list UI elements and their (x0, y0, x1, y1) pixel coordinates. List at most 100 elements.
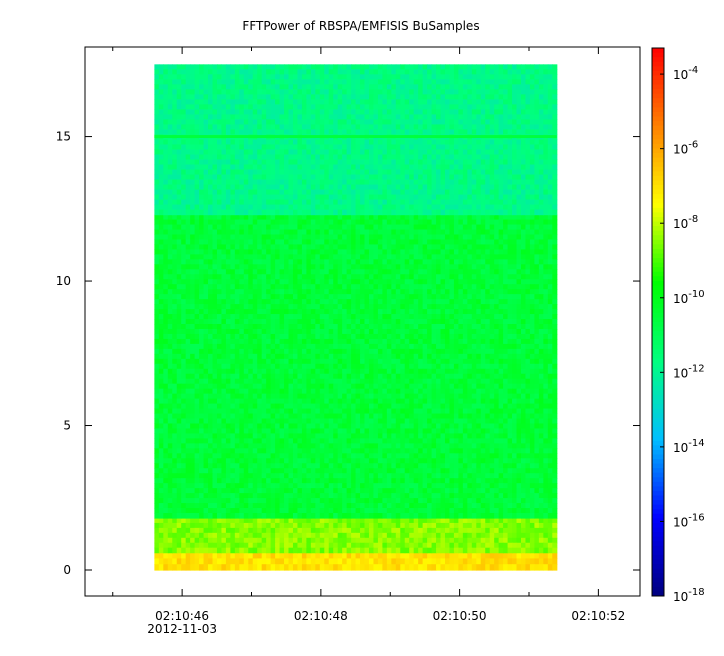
heatmap-cell (449, 279, 455, 285)
heatmap-cell (422, 338, 428, 345)
heatmap-cell (194, 348, 200, 355)
heatmap-cell (395, 403, 401, 410)
heatmap-cell (516, 522, 522, 529)
heatmap-cell (203, 239, 209, 246)
heatmap-cell (248, 527, 254, 534)
heatmap-cell (418, 542, 424, 549)
heatmap-cell (467, 304, 473, 310)
heatmap-cell (315, 403, 321, 410)
heatmap-cell (342, 254, 348, 260)
heatmap-cell (257, 558, 263, 565)
heatmap-cell (248, 214, 254, 221)
heatmap-cell (266, 408, 272, 415)
heatmap-cell (507, 279, 513, 285)
heatmap-cell (489, 558, 495, 565)
heatmap-cell (216, 219, 223, 226)
heatmap-cell (297, 423, 303, 430)
heatmap-cell (342, 423, 348, 430)
heatmap-cell (462, 552, 468, 560)
heatmap-cell (230, 522, 236, 529)
heatmap-cell (355, 309, 361, 315)
heatmap-cell (436, 547, 442, 554)
heatmap-cell (337, 254, 343, 260)
heatmap-cell (306, 522, 312, 529)
heatmap-cell (364, 244, 370, 250)
heatmap-cell (199, 264, 205, 270)
heatmap-cell (185, 353, 191, 360)
heatmap-cell (498, 398, 504, 405)
heatmap-cell (333, 219, 339, 226)
heatmap-cell (248, 224, 254, 231)
heatmap-cell (436, 558, 442, 565)
heatmap-cell (543, 239, 549, 246)
heatmap-cell (364, 517, 370, 524)
heatmap-cell (534, 393, 540, 400)
chart-title: FFTPower of RBSPA/EMFISIS BuSamples (242, 19, 479, 33)
heatmap-cell (252, 229, 258, 236)
heatmap-cell (422, 324, 428, 330)
heatmap-cell (529, 279, 535, 285)
heatmap-cell (467, 398, 473, 405)
heatmap-cell (467, 319, 473, 325)
heatmap-cell (154, 224, 160, 231)
heatmap-cell (364, 413, 370, 420)
heatmap-cell (453, 244, 459, 250)
heatmap-cell (525, 552, 531, 560)
heatmap-cell (485, 423, 491, 430)
heatmap-cell (306, 348, 312, 355)
heatmap-cell (458, 239, 464, 246)
heatmap-cell (503, 388, 509, 395)
heatmap-cell (208, 537, 214, 544)
heatmap-cell (444, 314, 451, 320)
heatmap-cell (176, 398, 182, 405)
heatmap-cell (355, 214, 361, 221)
heatmap-cell (208, 264, 214, 270)
heatmap-cell (167, 408, 173, 415)
heatmap-cell (216, 234, 223, 241)
heatmap-cell (203, 244, 209, 250)
heatmap-cell (476, 517, 482, 524)
heatmap-cell (333, 428, 339, 435)
heatmap-cell (203, 294, 209, 300)
heatmap-cell (525, 532, 531, 539)
heatmap-cell (404, 517, 410, 524)
heatmap-cell (395, 383, 401, 390)
heatmap-cell (208, 388, 214, 395)
heatmap-cell (552, 428, 558, 435)
heatmap-cell (252, 413, 258, 420)
heatmap-cell (266, 234, 272, 241)
heatmap-cell (306, 423, 312, 430)
heatmap-cell (462, 537, 468, 544)
heatmap-cell (248, 353, 254, 360)
heatmap-cell (225, 522, 231, 529)
heatmap-cell (409, 363, 415, 370)
heatmap-cell (471, 358, 477, 365)
heatmap-cell (216, 398, 223, 405)
heatmap-cell (453, 413, 459, 420)
heatmap-cell (462, 564, 468, 571)
heatmap-cell (444, 418, 451, 425)
heatmap-cell (154, 309, 160, 315)
heatmap-cell (337, 343, 343, 350)
heatmap-cell (319, 403, 325, 410)
heatmap-cell (543, 309, 549, 315)
heatmap-cell (163, 353, 169, 360)
heatmap-cell (167, 368, 173, 375)
heatmap-cell (503, 542, 509, 549)
heatmap-cell (382, 333, 388, 340)
heatmap-cell (208, 324, 214, 330)
heatmap-cell (512, 214, 518, 221)
heatmap-cell (444, 284, 451, 290)
heatmap-cell (212, 393, 218, 400)
heatmap-cell (288, 294, 294, 300)
heatmap-cell (368, 264, 375, 270)
heatmap-cell (167, 254, 173, 260)
heatmap-cell (190, 284, 196, 290)
heatmap-cell (337, 413, 343, 420)
heatmap-cell (364, 383, 370, 390)
heatmap-cell (355, 304, 361, 310)
heatmap-cell (498, 299, 504, 305)
heatmap-cell (239, 388, 245, 395)
heatmap-cell (208, 309, 214, 315)
heatmap-cell (230, 527, 236, 534)
